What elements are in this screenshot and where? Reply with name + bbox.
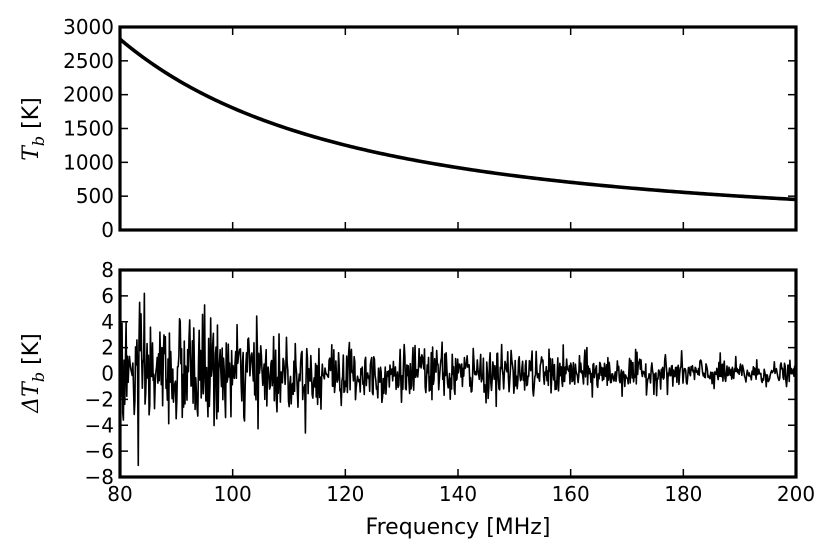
y-tick-label: 2	[101, 336, 114, 360]
bottom-y-axis-unit: [K]	[19, 333, 44, 365]
y-tick-label: −8	[85, 465, 114, 489]
x-tick-label: 160	[552, 482, 590, 506]
y-tick-label: 0	[101, 362, 114, 386]
y-tick-label: 6	[101, 284, 114, 308]
y-tick-label: 1000	[63, 150, 114, 174]
top-y-axis-unit: [K]	[19, 97, 44, 129]
top-panel: 0 500 1000 1500 2000 2500 3000 Tb [K]	[19, 15, 798, 242]
x-tick-label: 100	[214, 482, 252, 506]
top-y-axis-label: Tb [K]	[19, 97, 48, 161]
y-tick-label: 4	[101, 310, 114, 334]
bottom-y-axis-label: ΔTb [K]	[19, 333, 48, 413]
x-tick-label: 140	[439, 482, 477, 506]
bottom-y-axis-subscript: b	[29, 372, 48, 382]
bottom-y-axis-symbol: ΔT	[19, 380, 44, 414]
y-tick-label: 2500	[63, 49, 114, 73]
y-tick-label: 3000	[63, 15, 114, 39]
x-tick-label: 200	[777, 482, 815, 506]
x-tick-label: 180	[664, 482, 702, 506]
x-axis-label: Frequency [MHz]	[366, 515, 551, 540]
y-tick-label: 500	[76, 184, 114, 208]
y-tick-label: −2	[85, 387, 114, 411]
y-tick-label: 2000	[63, 83, 114, 107]
y-tick-label: −4	[85, 413, 114, 437]
x-tick-label: 120	[326, 482, 364, 506]
top-series-line	[118, 37, 797, 202]
top-x-ticks	[119, 27, 797, 230]
top-y-axis-subscript: b	[29, 136, 48, 146]
top-plot-frame	[118, 25, 798, 232]
bottom-series-line	[119, 292, 797, 467]
top-y-axis-symbol: T	[19, 144, 44, 161]
y-tick-label: −6	[85, 439, 114, 463]
bottom-x-ticks: 80 100 120 140 160 180 200	[107, 270, 815, 506]
top-y-ticks: 0 500 1000 1500 2000 2500 3000	[63, 15, 796, 242]
y-tick-label: 1500	[63, 117, 114, 141]
y-tick-label: 8	[101, 258, 114, 282]
x-tick-label: 80	[107, 482, 132, 506]
y-tick-label: 0	[101, 218, 114, 242]
